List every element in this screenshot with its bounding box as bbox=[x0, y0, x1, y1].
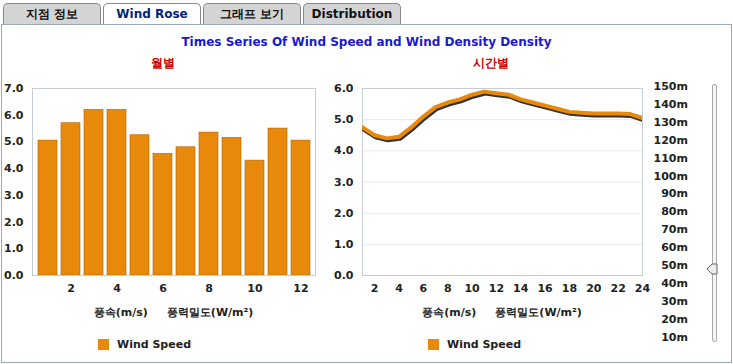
svg-text:6.0: 6.0 bbox=[4, 109, 24, 122]
svg-text:24: 24 bbox=[635, 282, 651, 295]
svg-text:0.0: 0.0 bbox=[4, 269, 24, 282]
svg-text:2: 2 bbox=[67, 282, 75, 295]
svg-text:12: 12 bbox=[489, 282, 504, 295]
svg-text:4.0: 4.0 bbox=[334, 144, 354, 157]
html-text:20m: 20m bbox=[661, 312, 688, 326]
html-text:Times Series Of Wind Speed and: Times Series Of Wind Speed and Wind Dens… bbox=[181, 35, 552, 49]
html-text:월별: 월별 bbox=[150, 56, 175, 70]
svg-text:16: 16 bbox=[537, 282, 553, 295]
svg-text:6: 6 bbox=[159, 282, 167, 295]
html-text:풍속(m/s) 풍력밀도(W/m²): 풍속(m/s) 풍력밀도(W/m²) bbox=[93, 306, 254, 319]
svg-text:10: 10 bbox=[464, 282, 480, 295]
html-text:110m: 110m bbox=[653, 151, 688, 165]
svg-text:0.0: 0.0 bbox=[334, 269, 354, 282]
svg-text:5.0: 5.0 bbox=[4, 135, 24, 148]
html-text:120m: 120m bbox=[653, 133, 688, 147]
html-text:140m: 140m bbox=[653, 97, 688, 111]
html-text:시간별: 시간별 bbox=[473, 56, 509, 70]
svg-text:7.0: 7.0 bbox=[4, 82, 24, 95]
svg-text:3.0: 3.0 bbox=[334, 176, 354, 189]
html-text:30m: 30m bbox=[661, 294, 688, 308]
html-text:Distribution: Distribution bbox=[311, 7, 393, 21]
svg-text:3.0: 3.0 bbox=[4, 189, 24, 202]
html-text:70m: 70m bbox=[661, 223, 688, 237]
html-text:100m: 100m bbox=[653, 169, 688, 183]
svg-text:4.0: 4.0 bbox=[4, 162, 24, 175]
svg-text:8: 8 bbox=[205, 282, 213, 295]
svg-text:14: 14 bbox=[513, 282, 529, 295]
html-text:Wind Rose: Wind Rose bbox=[116, 7, 188, 21]
svg-text:4: 4 bbox=[395, 282, 403, 295]
svg-text:6.0: 6.0 bbox=[334, 82, 354, 95]
html-text:80m: 80m bbox=[661, 205, 688, 219]
svg-text:2: 2 bbox=[371, 282, 379, 295]
svg-text:6: 6 bbox=[420, 282, 428, 295]
html-text:Wind Speed: Wind Speed bbox=[117, 338, 191, 351]
svg-text:18: 18 bbox=[562, 282, 577, 295]
svg-text:10: 10 bbox=[247, 282, 263, 295]
html-text:90m: 90m bbox=[661, 187, 688, 201]
svg-text:20: 20 bbox=[586, 282, 602, 295]
svg-text:22: 22 bbox=[610, 282, 625, 295]
svg-text:1.0: 1.0 bbox=[334, 238, 354, 251]
html-text:그래프 보기: 그래프 보기 bbox=[219, 7, 285, 21]
html-text:50m: 50m bbox=[661, 259, 688, 272]
svg-text:4: 4 bbox=[113, 282, 121, 295]
svg-text:12: 12 bbox=[293, 282, 308, 295]
svg-text:2.0: 2.0 bbox=[4, 216, 24, 229]
html-text:40m: 40m bbox=[661, 276, 688, 290]
svg-text:8: 8 bbox=[444, 282, 452, 295]
html-text:10m: 10m bbox=[661, 330, 688, 344]
html-text:지점 정보: 지점 정보 bbox=[25, 7, 79, 21]
html-text:풍속(m/s) 풍력밀도(W/m²): 풍속(m/s) 풍력밀도(W/m²) bbox=[422, 306, 582, 319]
html-text:60m: 60m bbox=[661, 241, 688, 255]
svg-text:1.0: 1.0 bbox=[4, 242, 24, 255]
svg-text:2.0: 2.0 bbox=[334, 207, 354, 220]
svg-text:5.0: 5.0 bbox=[334, 113, 354, 126]
html-text:130m: 130m bbox=[653, 115, 688, 129]
html-text:Wind Speed: Wind Speed bbox=[447, 338, 521, 351]
html-text:150m: 150m bbox=[653, 80, 688, 93]
